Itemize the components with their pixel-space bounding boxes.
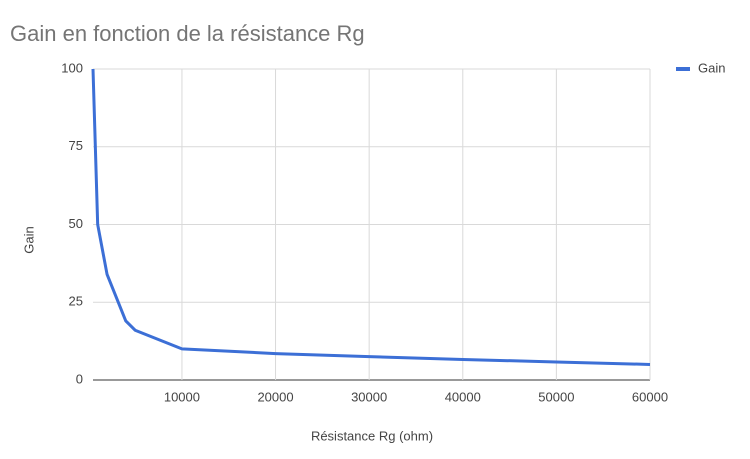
y-tick-label: 50 (69, 216, 83, 231)
y-tick-label: 100 (61, 60, 83, 75)
y-tick-label: 25 (69, 294, 83, 309)
x-tick-label: 30000 (351, 389, 387, 404)
x-tick-label: 60000 (632, 389, 668, 404)
x-tick-label: 50000 (538, 389, 574, 404)
y-tick-label: 0 (76, 371, 83, 386)
legend-label: Gain (698, 60, 725, 75)
x-axis-title: Résistance Rg (ohm) (311, 428, 433, 443)
y-axis-title: Gain (21, 226, 36, 253)
x-tick-label: 40000 (445, 389, 481, 404)
x-tick-label: 10000 (164, 389, 200, 404)
chart-title: Gain en fonction de la résistance Rg (10, 21, 365, 46)
y-tick-label: 75 (69, 138, 83, 153)
data-line (91, 68, 651, 366)
x-tick-label: 20000 (257, 389, 293, 404)
